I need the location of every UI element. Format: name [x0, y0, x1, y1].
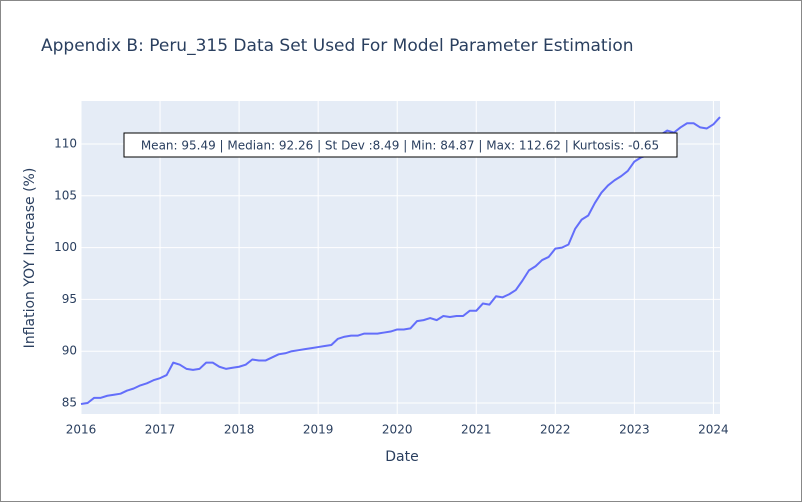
y-tick-label: 90	[62, 344, 77, 358]
y-tick-label: 100	[54, 240, 77, 254]
y-tick-label: 95	[62, 292, 77, 306]
marks	[80, 116, 721, 406]
chart-title: Appendix B: Peru_315 Data Set Used For M…	[41, 36, 634, 56]
line	[80, 116, 721, 406]
x-axis-label: Date	[385, 449, 418, 465]
x-tick-label: 2016	[66, 423, 97, 437]
x-tick-label: 2024	[698, 423, 729, 437]
annotation: Mean: 95.49 | Median: 92.26 | St Dev :8.…	[141, 139, 659, 153]
y-tick-label: 85	[62, 396, 77, 410]
x-tick-label: 2021	[461, 423, 492, 437]
x-tick-label: 2020	[382, 423, 413, 437]
grid: 85 90 95 100 105 110 2016 2017 2018 2019 2020 2021 2…	[54, 101, 729, 437]
x-tick-label: 2019	[303, 423, 334, 437]
y-tick-label: 110	[54, 136, 77, 150]
y-axis-label: Inflation YOY Increase (%)	[22, 168, 38, 349]
x-tick-label: 2017	[145, 423, 176, 437]
x-tick-label: 2023	[619, 423, 650, 437]
annotation-box	[123, 132, 678, 158]
x-tick-label: 2022	[540, 423, 571, 437]
y-tick-label: 105	[54, 188, 77, 202]
x-tick-label: 2018	[224, 423, 255, 437]
